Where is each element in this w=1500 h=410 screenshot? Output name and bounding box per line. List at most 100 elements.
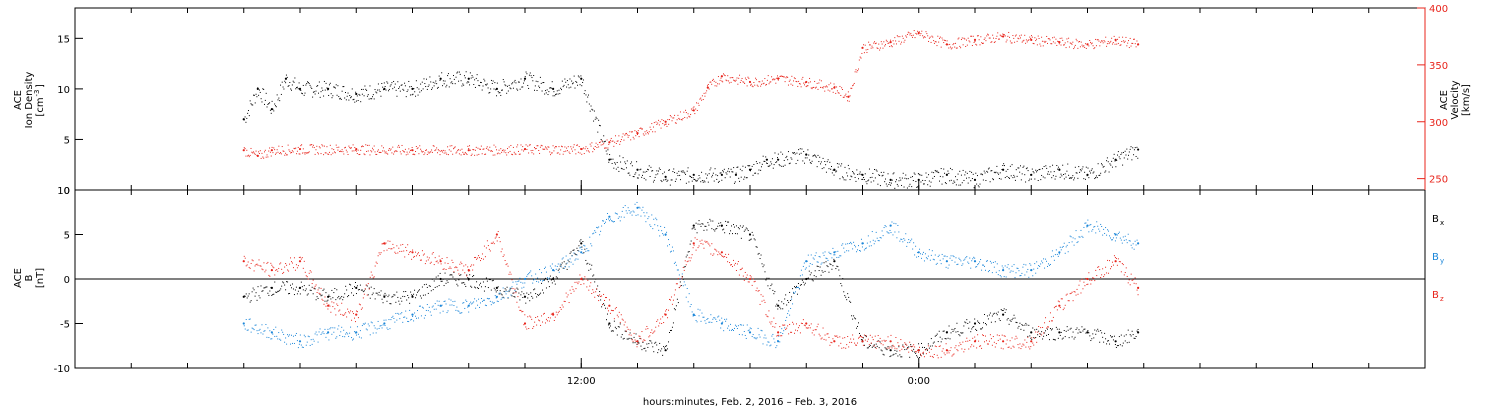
bx-sample [826, 265, 828, 267]
by-sample [932, 258, 934, 260]
density-sample [341, 90, 343, 92]
velocity-sample [312, 144, 314, 146]
by-sample [475, 307, 477, 309]
by-sample [531, 275, 533, 277]
bz-sample [823, 338, 825, 340]
by-sample [805, 267, 807, 269]
velocity-point [467, 149, 470, 152]
density-sample [1066, 170, 1068, 172]
by-sample [989, 260, 991, 262]
velocity-sample [738, 77, 740, 79]
bx-sample [640, 345, 642, 347]
velocity-sample [760, 83, 762, 85]
density-sample [350, 97, 352, 99]
velocity-sample [526, 148, 528, 150]
by-sample [1047, 263, 1049, 265]
bz-sample [781, 335, 783, 337]
density-sample [766, 162, 768, 164]
bz-sample [372, 277, 374, 279]
bx-sample [1091, 338, 1093, 340]
bz-sample [936, 354, 938, 356]
bz-sample [443, 268, 445, 270]
by-sample [944, 255, 946, 257]
density-sample [691, 180, 693, 182]
bx-sample [893, 353, 895, 355]
density-sample [333, 86, 335, 88]
density-sample [1044, 177, 1046, 179]
density-sample [755, 161, 757, 163]
by-sample [421, 306, 423, 308]
velocity-sample [954, 46, 956, 48]
bz-sample [526, 328, 528, 330]
velocity-sample [1020, 37, 1021, 39]
by-sample [249, 318, 251, 320]
density-sample [461, 85, 463, 87]
bx-sample [612, 330, 614, 332]
bz-sample [573, 290, 575, 292]
velocity-sample [773, 79, 775, 81]
bz-sample [570, 292, 572, 294]
velocity-sample [739, 81, 741, 83]
by-sample [417, 310, 418, 312]
bx-sample [662, 354, 664, 356]
velocity-sample [1052, 41, 1054, 43]
bx-sample [313, 288, 315, 290]
velocity-sample [1010, 42, 1012, 44]
velocity-sample [933, 42, 935, 44]
velocity-sample [705, 92, 707, 94]
density-sample [826, 161, 828, 163]
bz-sample [330, 311, 332, 313]
velocity-sample [799, 83, 801, 85]
velocity-sample [379, 151, 381, 153]
velocity-sample [506, 154, 508, 156]
bz-point [355, 313, 358, 316]
by-sample [386, 327, 388, 329]
density-sample [909, 183, 911, 185]
density-sample [623, 168, 625, 170]
velocity-sample [272, 152, 274, 154]
density-sample [1137, 157, 1139, 159]
density-sample [1096, 177, 1098, 179]
density-sample [980, 173, 982, 175]
density-sample [699, 177, 701, 179]
density-sample [796, 152, 798, 154]
bz-sample [365, 284, 367, 286]
bz-sample [495, 236, 497, 238]
by-sample [719, 319, 721, 321]
bz-sample [364, 288, 366, 290]
density-sample [875, 169, 877, 171]
bx-sample [1115, 346, 1117, 348]
by-sample [690, 303, 692, 305]
bz-sample [404, 256, 406, 258]
bz-sample [319, 293, 321, 295]
density-sample [453, 75, 454, 77]
bx-sample [948, 325, 950, 327]
by-sample [1006, 266, 1008, 268]
bx-sample [810, 272, 812, 274]
velocity-sample [547, 146, 549, 148]
density-sample [455, 76, 457, 78]
by-sample [861, 246, 863, 248]
density-sample [1053, 171, 1055, 173]
bz-sample [366, 294, 368, 296]
by-sample [734, 324, 736, 326]
velocity-sample [320, 153, 322, 155]
bx-sample [415, 297, 417, 299]
bz-sample [814, 329, 816, 331]
bx-sample [1098, 330, 1100, 332]
bz-sample [427, 259, 429, 261]
by-sample [583, 244, 585, 246]
velocity-sample [762, 83, 764, 85]
velocity-sample [264, 151, 265, 153]
bx-sample [669, 330, 671, 332]
bx-sample [721, 225, 723, 227]
velocity-sample [542, 148, 544, 150]
bx-sample [771, 283, 773, 285]
density-sample [924, 180, 926, 182]
by-sample [902, 241, 904, 243]
by-sample [487, 298, 489, 300]
density-sample [489, 91, 491, 93]
bx-sample [251, 291, 253, 293]
density-sample [1098, 174, 1100, 176]
bz-sample [994, 346, 996, 348]
